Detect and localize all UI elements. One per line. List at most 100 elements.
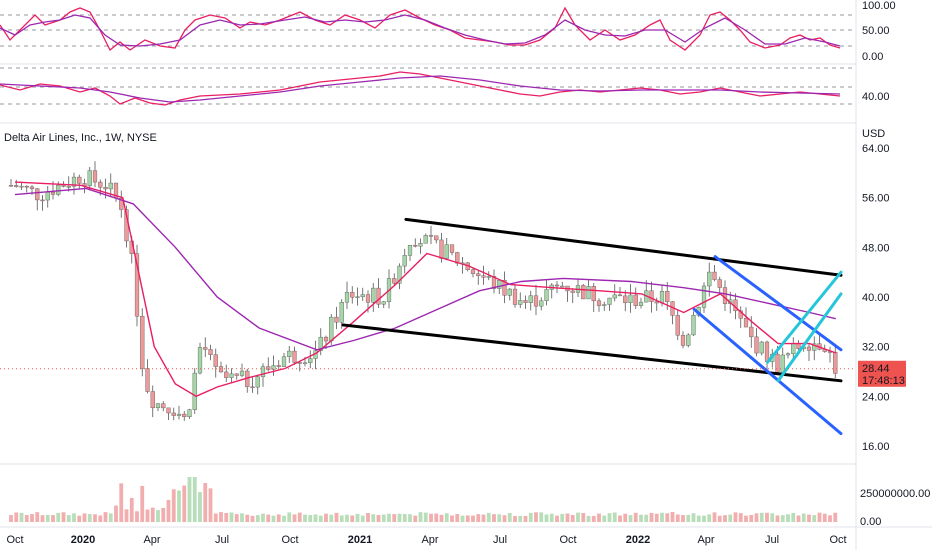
volume-bar [350,515,355,522]
volume-bar [366,512,370,522]
time-tick-label: Oct [829,534,846,546]
candle-body [392,278,397,284]
candle-body [145,368,150,392]
volume-bar [124,509,129,522]
rsi-tick-label: 50.00 [862,25,890,37]
candle-body [528,295,533,303]
candle-body [161,403,166,409]
volume-bar [549,513,554,522]
volume-bar [129,497,134,522]
osc-signal-line [0,75,841,103]
volume-bar [639,514,643,522]
candle-body [686,334,691,346]
volume-bar [712,512,717,522]
volume-bar [208,488,213,522]
candle-body [302,362,308,365]
volume-bar [770,513,775,522]
candle-body [785,353,791,356]
volume-bar [439,514,444,522]
volume-bar [539,512,544,522]
volume-bar [24,515,29,522]
candle-body [292,350,297,363]
candle-body [764,341,770,362]
volume-bar [754,513,759,522]
volume-bar [266,514,271,522]
candle-body [449,244,455,253]
volume-bar [728,514,733,522]
candle-body [308,358,313,364]
candle-body [334,316,339,323]
volume-bar [502,515,507,522]
candle-body [339,302,344,323]
price-tick-label: 24.00 [862,391,890,403]
time-tick-label: Jul [765,534,779,546]
volume-tick-label: 0.00 [860,516,881,528]
time-tick-label: Apr [421,534,438,546]
trendline-blue-upper[interactable] [713,255,843,352]
candle-body [323,336,329,342]
candle-body [518,300,523,305]
volume-bar [460,515,465,522]
trendline-channel-upper-black[interactable] [404,217,843,277]
candle-body [155,403,161,409]
candle-body [638,301,644,306]
candle-body [8,185,14,187]
volume-bar [660,512,664,522]
trendline-cyan-upper[interactable] [766,270,843,364]
volume-bar [156,510,160,522]
candle-body [271,365,276,370]
rsi-tick-label: 100.00 [862,0,896,12]
volume-bar [791,512,796,522]
volume-bar [255,515,260,522]
volume-bar [219,512,223,522]
volume-bar [339,515,344,522]
candle-body [560,285,565,288]
volume-bar [723,515,727,522]
trendline-channel-lower-black[interactable] [341,323,843,383]
candle-body [365,294,371,303]
candle-body [376,287,381,305]
candle-body [570,290,575,293]
candle-body [649,290,654,302]
volume-bar [408,514,412,522]
last-price-label: 28.44 [862,363,890,375]
ma-slow-line [14,187,836,351]
volume-bar [581,513,586,522]
candle-body [554,284,560,287]
volume-bar [707,514,712,522]
volume-bar [801,513,806,522]
candle-body [502,280,507,296]
time-tick-label: 2021 [348,534,372,546]
chart-title: Delta Air Lines, Inc., 1W, NYSE [4,132,157,144]
candle-body [171,412,176,416]
volume-bar [560,513,565,522]
candle-body [29,186,35,189]
volume-bar [471,515,475,522]
candle-body [418,243,423,247]
volume-bar [686,514,691,522]
volume-bar [30,514,34,522]
rsi-tick-label: 0.00 [862,51,883,63]
volume-bar [602,515,607,522]
candle-body [413,245,418,247]
volume-bar [87,514,92,522]
volume-bar [413,515,418,522]
time-tick-label: 2022 [626,534,650,546]
volume-bar [528,512,533,522]
volume-bar [733,512,738,522]
candle-body [134,253,140,317]
volume-bar [177,490,181,522]
volume-bar [429,513,433,522]
volume-bar [345,514,349,522]
moving-averages [14,181,837,398]
volume-bar [507,512,512,522]
candle-body [722,287,728,304]
volume-bar [355,513,360,522]
candle-body [602,304,607,306]
trendline-blue-lower[interactable] [692,307,843,436]
rsi-signal-line [0,14,841,47]
trendline-cyan-lower[interactable] [776,292,843,383]
volume-bar [324,513,328,522]
volume-bar [93,514,97,522]
candle-body [71,176,77,187]
